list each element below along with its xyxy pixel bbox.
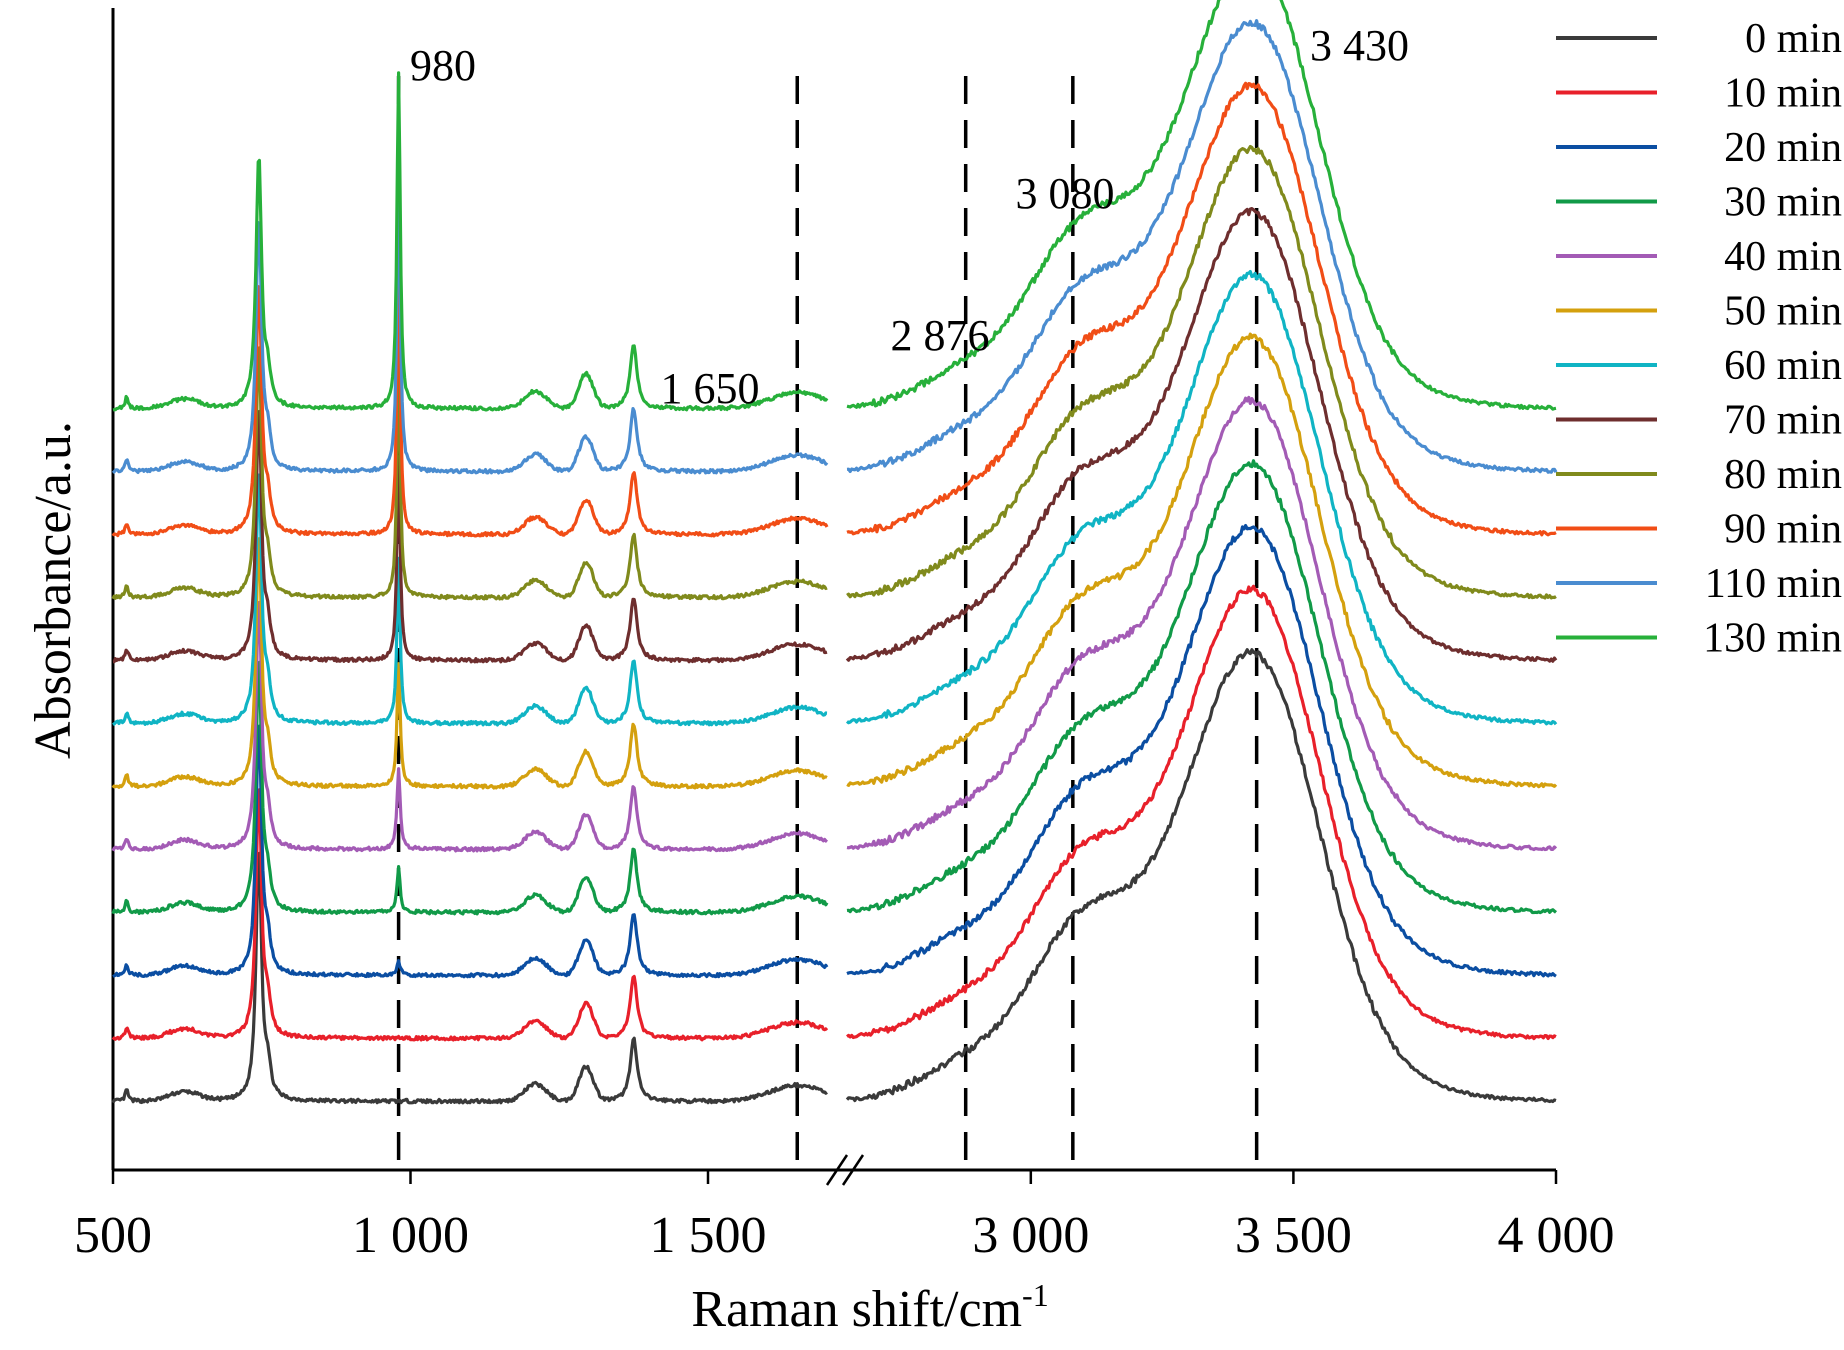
legend-label: 80 min [1724,452,1842,498]
legend-label: 20 min [1724,125,1842,171]
series-line [111,144,1557,601]
legend-label: 40 min [1724,234,1842,280]
legend-label: 70 min [1724,398,1842,444]
peak-label: 3 080 [1016,169,1115,218]
legend-label: 90 min [1724,507,1842,553]
x-tick-label: 500 [74,1207,152,1264]
series-line [112,0,1557,412]
peak-marker-lines [396,62,1259,1160]
legend-label: 50 min [1724,289,1842,335]
legend: 0 min 10 min 20 min 30 min 40 min 50 min 60 mi… [1556,16,1842,662]
x-tick-label: 3 000 [972,1207,1089,1264]
peak-label: 2 876 [891,311,990,360]
series-line [112,270,1558,727]
y-axis-title: Absorbance/a.u. [25,421,82,759]
series-line [111,19,1558,475]
x-tick-label: 4 000 [1498,1207,1615,1264]
series-line [111,395,1558,853]
peak-label: 980 [410,41,476,90]
series-line [111,81,1557,538]
x-axis-title: Raman shift/cm-1 [691,1277,1048,1338]
series-line [111,332,1558,790]
legend-label: 130 min [1703,616,1842,662]
peak-labels: 980 1 650 2 876 3 080 3 430 [410,21,1409,413]
series-line [111,648,1557,1105]
x-axis-ticks: 500 1 000 1 500 3 000 3 500 4 000 [74,1170,1615,1264]
axis-break-marker [825,1154,865,1186]
legend-label: 110 min [1705,561,1842,607]
series-line [112,207,1558,664]
legend-label: 10 min [1724,71,1842,117]
series-line [111,459,1558,916]
x-tick-label: 3 500 [1235,1207,1352,1264]
peak-label: 1 650 [661,364,760,413]
peak-label: 3 430 [1310,21,1409,70]
legend-label: 0 min [1745,16,1842,62]
series-line [112,524,1557,979]
x-tick-label: 1 500 [650,1207,767,1264]
legend-label: 30 min [1724,180,1842,226]
series-line [111,584,1557,1042]
x-tick-label: 1 000 [352,1207,469,1264]
series-lines [111,0,1558,1105]
legend-label: 60 min [1724,343,1842,389]
